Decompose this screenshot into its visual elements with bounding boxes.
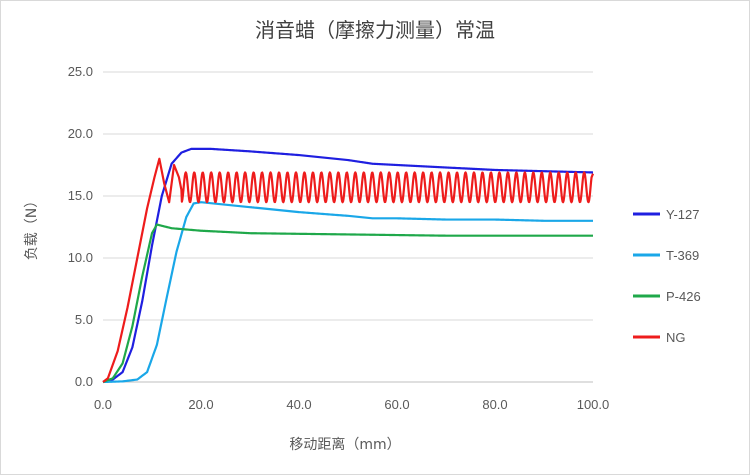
series-line-t-369 xyxy=(102,201,593,384)
chart-title: 消音蜡（摩擦力测量）常温 xyxy=(255,18,495,42)
x-tick-label: 40.0 xyxy=(286,397,311,412)
y-tick-label: 0.0 xyxy=(75,374,93,389)
x-tick-label: 60.0 xyxy=(384,397,409,412)
y-tick-label: 25.0 xyxy=(68,64,93,79)
legend-label: Y-127 xyxy=(666,207,700,222)
series-line-p-426 xyxy=(102,223,593,384)
x-tick-label: 80.0 xyxy=(482,397,507,412)
x-axis-title: 移动距离（mm） xyxy=(289,436,400,453)
legend-label: T-369 xyxy=(666,248,699,263)
series-line-y-127 xyxy=(102,147,594,384)
y-axis-ticks: 0.0 5.0 10.0 15.0 20.0 25.0 xyxy=(68,64,93,389)
series-lines xyxy=(102,147,595,384)
y-tick-label: 10.0 xyxy=(68,250,93,265)
series-line-ng xyxy=(102,157,595,383)
x-axis-ticks: 0.0 20.0 40.0 60.0 80.0 100.0 xyxy=(94,397,609,412)
x-tick-label: 20.0 xyxy=(188,397,213,412)
legend: Y-127 T-369 P-426 NG xyxy=(633,207,701,345)
legend-label: NG xyxy=(666,330,686,345)
y-tick-label: 5.0 xyxy=(75,312,93,327)
x-tick-label: 0.0 xyxy=(94,397,112,412)
x-tick-label: 100.0 xyxy=(577,397,610,412)
y-axis-title: 负载（N） xyxy=(24,194,40,260)
legend-label: P-426 xyxy=(666,289,701,304)
gridlines xyxy=(103,71,593,383)
y-tick-label: 20.0 xyxy=(68,126,93,141)
y-tick-label: 15.0 xyxy=(68,188,93,203)
